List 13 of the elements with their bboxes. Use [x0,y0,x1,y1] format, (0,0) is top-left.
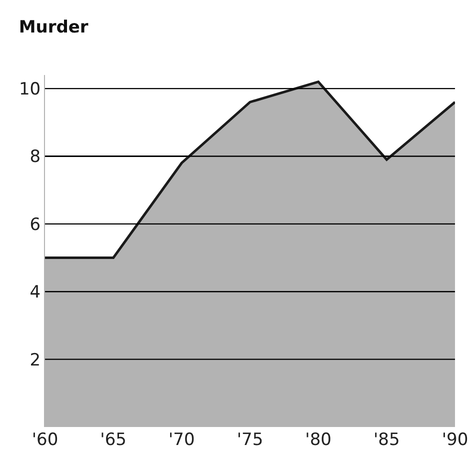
y-tick-label: 4 [30,282,41,303]
x-tick-label: '60 [32,430,58,450]
y-tick-label: 6 [30,214,41,235]
x-tick-label: '75 [236,430,264,450]
x-tick-label: '90 [442,430,468,450]
y-tick-label: 2 [30,350,41,370]
y-tick-label: 8 [30,147,41,168]
x-tick-label: '85 [374,430,400,450]
x-tick-label: '70 [168,430,195,450]
chart-title: Murder [18,18,89,38]
x-tick-label: '80 [305,430,332,450]
y-tick-label: 10 [18,79,41,100]
x-tick-label: '65 [100,430,126,450]
